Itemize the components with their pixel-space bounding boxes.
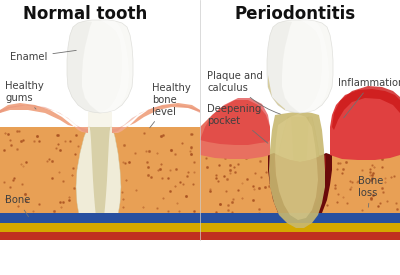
Polygon shape (200, 232, 400, 240)
Polygon shape (275, 114, 318, 220)
Text: Healthy
bone
level: Healthy bone level (150, 83, 191, 128)
Polygon shape (330, 89, 400, 160)
Polygon shape (0, 105, 88, 133)
Polygon shape (200, 223, 400, 232)
Polygon shape (267, 21, 300, 113)
Polygon shape (267, 20, 333, 113)
Text: Bone
loss: Bone loss (358, 176, 383, 207)
Polygon shape (100, 127, 121, 229)
Polygon shape (269, 111, 325, 228)
Polygon shape (268, 75, 285, 110)
Polygon shape (100, 20, 129, 113)
Polygon shape (276, 117, 300, 229)
Text: Periodontitis: Periodontitis (234, 5, 356, 23)
Polygon shape (200, 213, 400, 223)
Text: Normal tooth: Normal tooth (23, 5, 147, 23)
Polygon shape (300, 20, 329, 113)
Polygon shape (0, 103, 88, 133)
Polygon shape (200, 0, 400, 275)
Polygon shape (291, 117, 309, 227)
Polygon shape (0, 213, 200, 223)
Text: Bone: Bone (5, 195, 30, 217)
Polygon shape (200, 98, 270, 145)
Polygon shape (332, 86, 400, 130)
Text: Plaque and
calculus: Plaque and calculus (207, 71, 280, 114)
Polygon shape (200, 155, 400, 240)
Text: Inflammation: Inflammation (338, 78, 400, 118)
Text: Healthy
gums: Healthy gums (5, 81, 44, 109)
Polygon shape (76, 127, 99, 229)
Polygon shape (67, 20, 133, 113)
Polygon shape (88, 110, 112, 127)
Polygon shape (200, 100, 270, 159)
Text: Enamel: Enamel (10, 50, 76, 62)
Polygon shape (0, 223, 200, 232)
Polygon shape (268, 153, 332, 230)
Polygon shape (0, 232, 200, 240)
Polygon shape (0, 127, 200, 240)
Polygon shape (90, 127, 110, 227)
Polygon shape (274, 155, 326, 221)
Polygon shape (112, 103, 200, 133)
Polygon shape (112, 105, 200, 133)
Polygon shape (299, 117, 321, 229)
Polygon shape (67, 21, 100, 113)
Text: Deepening
pocket: Deepening pocket (207, 104, 268, 143)
Polygon shape (0, 0, 200, 275)
